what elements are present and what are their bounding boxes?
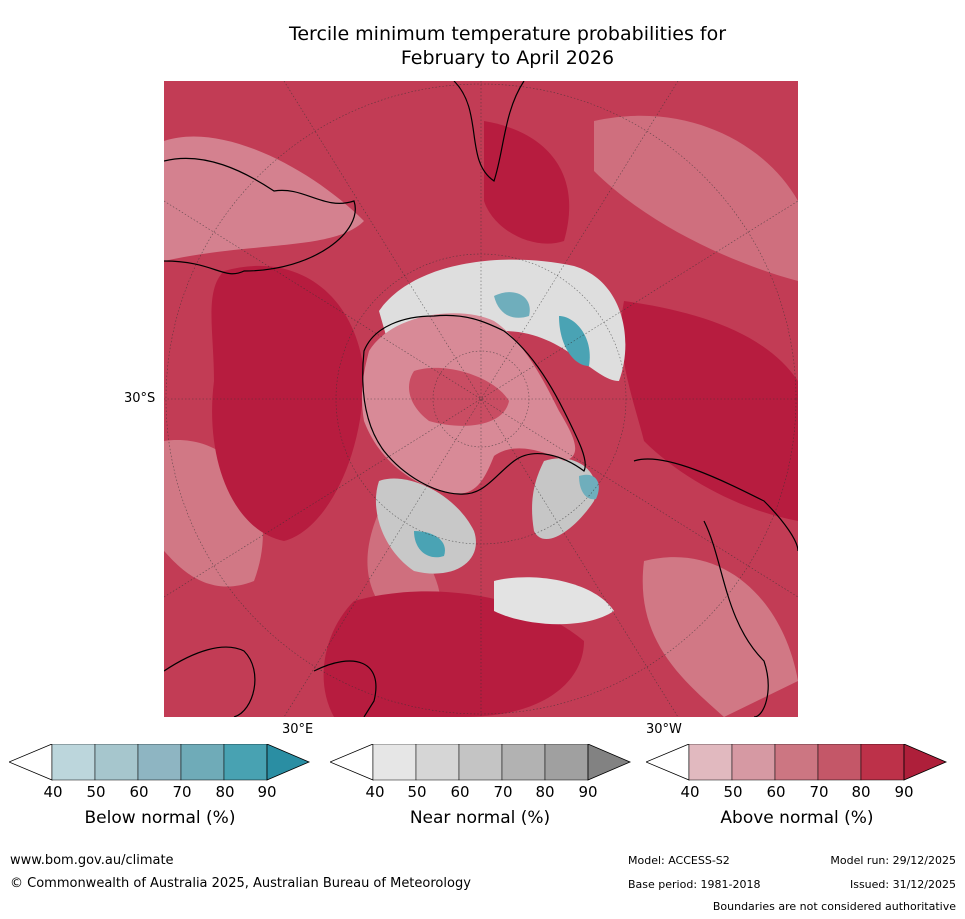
colorbar-label-below: Below normal (%) [84,808,236,828]
tick-label: 70 [493,783,513,801]
footer-model: Model: ACCESS-S2 [628,854,730,867]
near-normal-region [379,259,626,381]
lat-label-30s: 30°S [124,391,156,406]
below-normal-region [494,292,530,318]
colorbar-label-near: Near normal (%) [409,808,551,828]
tick-label: 50 [723,783,743,801]
light-pink-region [594,115,798,281]
chart-title-line1: Tercile minimum temperature probabilitie… [288,23,727,45]
footer-disclaimer: Boundaries are not considered authoritat… [712,900,956,913]
dark-red-region [211,265,364,541]
near-normal-region [375,478,476,574]
chart-title-line2: February to April 2026 [400,47,615,69]
tick-label: 50 [407,783,427,801]
antarctica-core [409,367,509,426]
dark-red-region [621,301,798,521]
dark-red-region [484,121,570,244]
coastlines [164,81,798,717]
tick-label: 90 [578,783,598,801]
tick-label: 70 [172,783,192,801]
footer-issued: Issued: 31/12/2025 [849,878,956,891]
footer-url-link[interactable]: www.bom.gov.au/climate [10,853,174,868]
graticule [164,81,798,717]
footer-model-run: Model run: 29/12/2025 [830,854,956,867]
near-normal-region [494,577,614,625]
tick-label: 80 [851,783,871,801]
tick-label: 90 [257,783,277,801]
colorbar-label-above: Above normal (%) [720,808,874,828]
tick-label: 60 [129,783,149,801]
lon-label-30w: 30°W [646,722,682,737]
colorbar-below-normal [9,744,311,781]
footer-base-period: Base period: 1981-2018 [628,878,761,891]
tick-label: 40 [43,783,63,801]
dark-red-region [323,591,584,717]
tick-label: 70 [809,783,829,801]
below-normal-region [414,531,445,558]
probability-map [164,81,798,717]
tick-label: 80 [215,783,235,801]
tick-label: 60 [766,783,786,801]
below-normal-region [579,474,599,500]
tick-label: 90 [894,783,914,801]
footer-copyright: © Commonwealth of Australia 2025, Austra… [10,876,471,891]
light-pink-region [164,136,364,261]
colorbar-near-normal [330,744,632,781]
colorbar-above-normal [646,744,948,781]
tick-label: 40 [365,783,385,801]
lon-label-30e: 30°E [282,722,314,737]
tick-label: 40 [680,783,700,801]
tick-label: 60 [450,783,470,801]
tick-label: 50 [86,783,106,801]
tick-label: 80 [535,783,555,801]
light-pink-region [642,557,798,717]
